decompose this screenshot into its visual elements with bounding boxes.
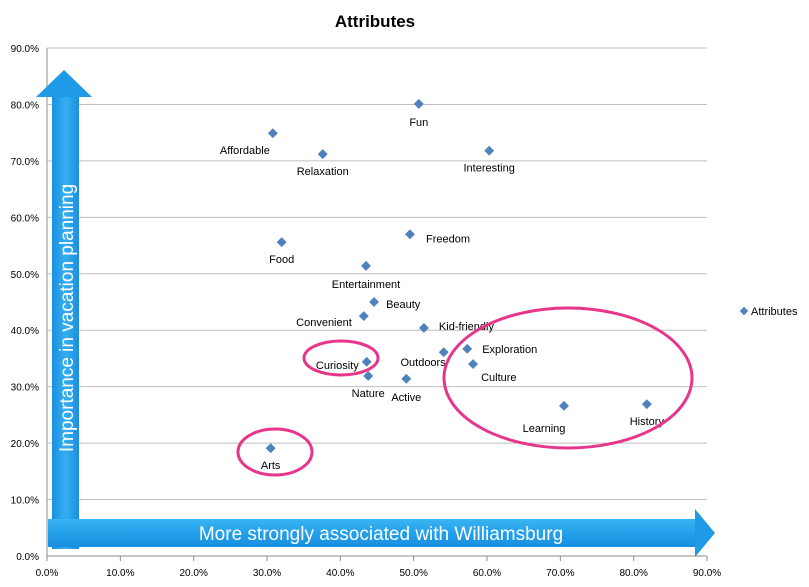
data-point-interesting	[484, 145, 495, 156]
data-label: Arts	[261, 460, 281, 472]
x-tick-label: 50.0%	[399, 568, 427, 579]
data-point-food	[276, 237, 287, 248]
axes: 0.0% 10.0% 20.0% 30.0% 40.0% 50.0% 60.0% 70.0% 8…	[11, 44, 722, 579]
x-tick-label: 90.0%	[693, 568, 721, 579]
y-tick-label: 0.0%	[16, 552, 39, 563]
chart-title: Attributes	[335, 12, 415, 31]
data-label: Learning	[523, 423, 566, 435]
data-label: Convenient	[296, 317, 352, 329]
y-axis-label: Importance in vacation planning	[57, 184, 78, 452]
data-point-active	[401, 373, 412, 384]
legend: Attributes	[739, 306, 798, 318]
data-label: Active	[391, 392, 421, 404]
y-tick-label: 50.0%	[11, 270, 39, 281]
x-tick-label: 40.0%	[326, 568, 354, 579]
data-point-arts	[265, 443, 276, 454]
x-tick-label: 60.0%	[473, 568, 501, 579]
y-axis-arrow: Importance in vacation planning	[36, 70, 92, 549]
data-point-fun	[413, 98, 424, 109]
data-points: Fun Affordable Relaxation Interesting Food Fr…	[220, 98, 665, 472]
legend-label: Attributes	[751, 306, 798, 318]
data-label: History	[630, 416, 665, 428]
data-point-exploration	[462, 343, 473, 354]
data-label: Fun	[409, 117, 428, 129]
gridlines	[47, 47, 707, 501]
data-point-entertainment	[361, 260, 371, 271]
y-tick-label: 80.0%	[11, 100, 39, 111]
data-point-outdoors	[438, 347, 449, 358]
x-tick-label: 30.0%	[253, 568, 281, 579]
data-point-convenient	[358, 311, 369, 322]
data-label: Curiosity	[316, 360, 359, 372]
x-axis-arrow: More strongly associated with Williamsbu…	[48, 509, 715, 557]
data-point-culture	[468, 359, 479, 370]
y-tick-label: 90.0%	[11, 44, 39, 55]
data-point-history	[641, 399, 652, 410]
data-point-curiosity	[361, 356, 372, 367]
y-tick-label: 70.0%	[11, 157, 39, 168]
x-tick-label: 0.0%	[36, 568, 59, 579]
x-axis-label: More strongly associated with Williamsbu…	[199, 524, 563, 545]
data-point-affordable	[267, 128, 278, 139]
y-tick-label: 20.0%	[11, 439, 39, 450]
legend-marker	[739, 306, 749, 316]
data-label: Nature	[352, 388, 385, 400]
data-label: Beauty	[386, 299, 421, 311]
data-label: Freedom	[426, 233, 470, 245]
data-label: Relaxation	[297, 166, 349, 178]
y-tick-label: 10.0%	[11, 496, 39, 507]
highlight-ellipse-curiosity	[302, 339, 380, 377]
data-point-nature	[363, 370, 374, 381]
data-label: Affordable	[220, 145, 270, 157]
highlight-ellipse-cluster	[442, 306, 694, 450]
data-point-learning	[559, 400, 569, 411]
highlight-ellipse-arts	[236, 427, 314, 477]
data-point-freedom	[405, 229, 415, 240]
y-tick-label: 40.0%	[11, 326, 39, 337]
data-point-beauty	[369, 297, 380, 307]
x-tick-label: 80.0%	[619, 568, 647, 579]
data-label: Culture	[481, 372, 516, 384]
data-label: Outdoors	[400, 357, 446, 369]
data-label: Exploration	[482, 344, 537, 356]
x-tick-label: 10.0%	[106, 568, 134, 579]
data-point-kid-friendly	[418, 323, 429, 333]
data-point-relaxation	[317, 149, 328, 160]
x-tick-label: 20.0%	[179, 568, 207, 579]
y-tick-label: 60.0%	[11, 213, 39, 224]
data-label: Interesting	[464, 163, 515, 175]
data-label: Food	[269, 254, 294, 266]
x-tick-label: 70.0%	[546, 568, 574, 579]
y-tick-label: 30.0%	[11, 383, 39, 394]
data-label: Entertainment	[332, 279, 400, 291]
